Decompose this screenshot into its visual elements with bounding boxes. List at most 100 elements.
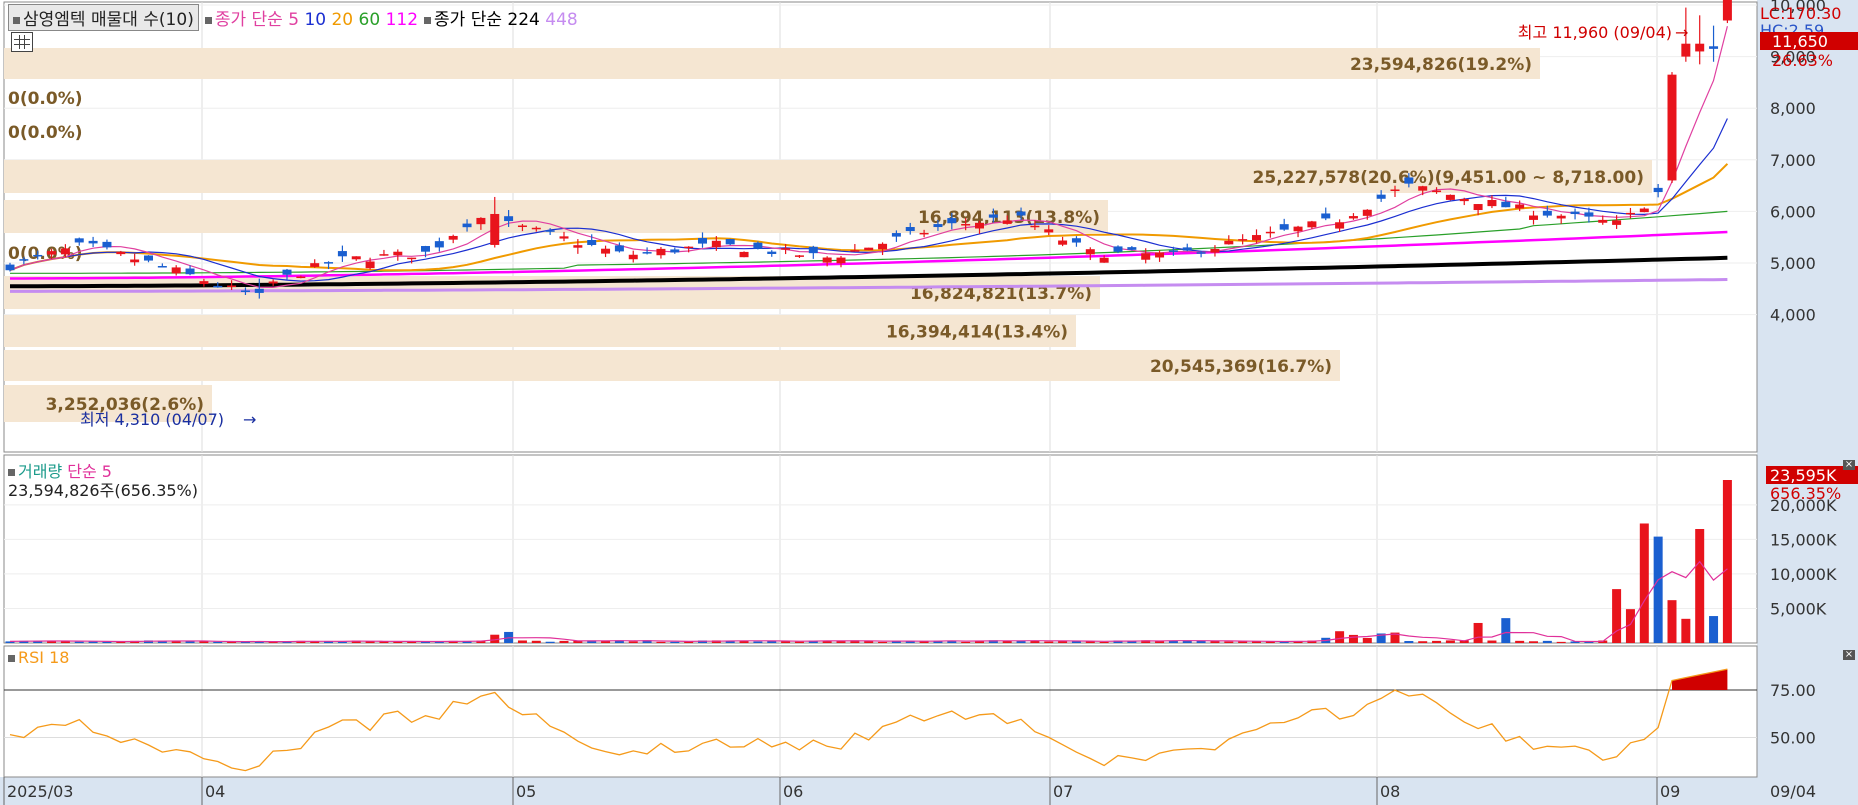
volume-profile-label: 20,545,369(16.7%)	[1150, 357, 1332, 377]
volume-bar	[794, 641, 804, 643]
volume-bar	[60, 640, 70, 643]
volume-info: 23,594,826주(656.35%)	[8, 481, 199, 500]
volume-bar	[975, 640, 984, 643]
volume-bar	[490, 634, 500, 643]
candle-body	[739, 251, 749, 258]
candle-body	[975, 222, 984, 229]
candle-body	[1335, 222, 1345, 229]
volume-bar	[1459, 640, 1469, 643]
volume-tick-label: 5,000K	[1770, 599, 1827, 618]
candle-body	[227, 285, 237, 288]
volume-bar	[19, 640, 29, 643]
volume-legend[interactable]: 거래량 단순 5	[8, 458, 112, 482]
candle-body	[517, 225, 527, 228]
candle-body	[1307, 221, 1317, 228]
candle-body	[254, 288, 264, 293]
candle-body	[1722, 0, 1732, 21]
candle-body	[448, 235, 458, 240]
ma-112-line	[10, 230, 1728, 280]
candle-body	[240, 290, 250, 292]
volume-bar	[462, 640, 472, 643]
candle-body	[1210, 248, 1220, 253]
lc-label: LC:170.30	[1760, 4, 1841, 23]
volume-bar	[864, 641, 874, 643]
volume-bar	[1265, 641, 1275, 643]
candle-body	[1224, 240, 1234, 245]
volume-bar	[517, 640, 527, 643]
volume-bar	[1141, 640, 1151, 643]
volume-bar	[1155, 641, 1165, 643]
candle-body	[559, 236, 569, 239]
volume-bar	[1570, 641, 1580, 643]
candle-body	[1390, 189, 1400, 191]
volume-bar	[781, 640, 791, 643]
candle-body	[60, 248, 70, 255]
candle-body	[587, 239, 597, 245]
volume-bar	[1681, 618, 1691, 643]
candle-body	[310, 263, 320, 267]
candle-body	[1002, 220, 1012, 224]
price-tick-label: 6,000	[1770, 202, 1816, 221]
candle-body	[47, 251, 57, 255]
volume-bar	[476, 640, 486, 643]
volume-bar	[587, 640, 597, 643]
volume-bar	[1667, 600, 1677, 643]
candle-body	[601, 248, 611, 254]
rsi-marker-icon	[8, 655, 15, 662]
volume-bar	[407, 641, 417, 643]
volume-profile-bar	[4, 315, 1076, 347]
candle-body	[1071, 238, 1081, 243]
candle-body	[393, 251, 403, 256]
candle-body	[781, 248, 791, 250]
volume-bar	[961, 641, 971, 643]
rsi-close-icon[interactable]: ×	[1843, 649, 1855, 660]
candle-body	[421, 246, 430, 252]
volume-bar	[1210, 640, 1220, 643]
rsi-legend[interactable]: RSI 18	[8, 648, 69, 667]
volume-bar	[5, 641, 15, 643]
volume-ma-line	[9, 560, 1728, 643]
candle-body	[1515, 204, 1525, 209]
volume-close-icon[interactable]: ×	[1843, 459, 1855, 470]
volume-bar	[324, 641, 334, 643]
volume-bar	[1612, 589, 1622, 643]
candle-body	[144, 255, 153, 261]
candle-body	[905, 227, 915, 232]
volume-bar	[1376, 633, 1386, 643]
volume-bar	[351, 640, 361, 643]
candle-body	[808, 246, 818, 254]
candle-body	[1362, 209, 1372, 216]
candle-body	[1044, 229, 1054, 233]
price-tick-label: 4,000	[1770, 306, 1816, 325]
candle-body	[19, 259, 29, 261]
volume-bar	[947, 640, 957, 643]
ma-5-line	[9, 26, 1728, 289]
candle-body	[864, 247, 874, 251]
volume-profile-label: 25,227,578(20.6%)(9,451.00 ~ 8,718.00)	[1253, 168, 1644, 188]
candle-body	[573, 245, 583, 248]
volume-bar	[337, 641, 347, 643]
candle-body	[1252, 235, 1261, 241]
volume-bar	[988, 640, 998, 643]
price-tick-label: 10,000	[1770, 0, 1826, 15]
candle-body	[1168, 250, 1178, 252]
x-tick-label: 08	[1380, 782, 1400, 801]
ma-20: 20	[331, 10, 354, 30]
volume-bar	[1016, 640, 1026, 643]
candle-body	[698, 238, 707, 244]
candle-body	[1625, 212, 1635, 215]
candle-body	[1501, 201, 1511, 208]
candle-body	[628, 254, 638, 260]
table-icon[interactable]	[11, 32, 33, 52]
ma-legend-2[interactable]: 종가 단순 224 448	[424, 5, 578, 30]
volume-bar	[628, 641, 638, 643]
chart-title-box[interactable]: 삼영엠텍 매물대 수(10)	[8, 4, 199, 31]
candle-body	[1279, 224, 1289, 230]
candle-body	[213, 285, 223, 288]
candle-body	[1473, 204, 1483, 211]
ma-legend[interactable]: 종가 단순 5 10 20 60 112	[204, 5, 418, 30]
x-tick-label: 05	[516, 782, 536, 801]
ma-60-line	[10, 210, 1728, 274]
